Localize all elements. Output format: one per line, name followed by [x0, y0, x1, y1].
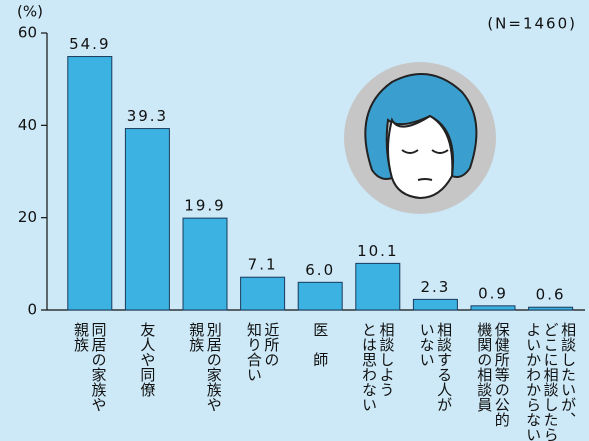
bar: [298, 282, 342, 310]
bar: [125, 129, 169, 310]
value-label: 10.1: [357, 242, 398, 260]
y-tick-label: 0: [27, 301, 37, 319]
unit-label: (%): [17, 3, 43, 21]
value-label: 0.9: [478, 284, 508, 302]
y-tick-label: 20: [18, 208, 37, 226]
x-tick-label: 知り合い: [245, 322, 263, 382]
value-label: 0.6: [536, 286, 566, 304]
value-label: 2.3: [420, 278, 450, 296]
x-tick-label: 友人や同僚: [138, 322, 156, 397]
x-tick-label: 相談する人が: [435, 322, 453, 412]
x-tick-label: どこに相談したら: [542, 322, 560, 441]
value-label: 7.1: [248, 256, 278, 274]
x-tick-label: 親族: [187, 322, 205, 353]
annotation: (N=1460): [487, 15, 577, 33]
x-tick-label: とは思わない: [360, 322, 378, 412]
x-tick-label: 親族: [72, 322, 90, 353]
bar: [529, 307, 573, 310]
illustration: [344, 62, 496, 214]
x-tick-label: 医 師: [311, 322, 329, 367]
x-tick-label: 機関の相談員: [475, 322, 493, 412]
value-label: 39.3: [127, 107, 168, 125]
bar: [471, 306, 515, 310]
x-tick-label: 近所の: [262, 322, 280, 367]
x-tick-label: 相談したいが、: [559, 322, 577, 427]
bar: [183, 218, 227, 310]
x-tick-label: 別居の家族や: [205, 322, 223, 412]
value-label: 19.9: [184, 197, 225, 215]
value-label: 6.0: [305, 261, 335, 279]
bar: [413, 299, 457, 310]
chart: (%) (N=1460) 020406054.9同居の家族や親族39.3友人や同…: [0, 0, 589, 441]
bar: [68, 57, 112, 310]
x-tick-label: いない: [418, 322, 436, 367]
x-tick-label: 相談しよう: [378, 322, 396, 397]
bar: [356, 263, 400, 310]
x-tick-label: 同居の家族や: [90, 322, 108, 412]
value-label: 54.9: [69, 35, 110, 53]
bar: [241, 277, 285, 310]
y-tick-label: 60: [18, 24, 37, 42]
x-tick-label: よいかわからない: [524, 322, 542, 441]
x-tick-label: 保健所等の公的: [493, 322, 511, 428]
y-tick-label: 40: [18, 116, 37, 134]
